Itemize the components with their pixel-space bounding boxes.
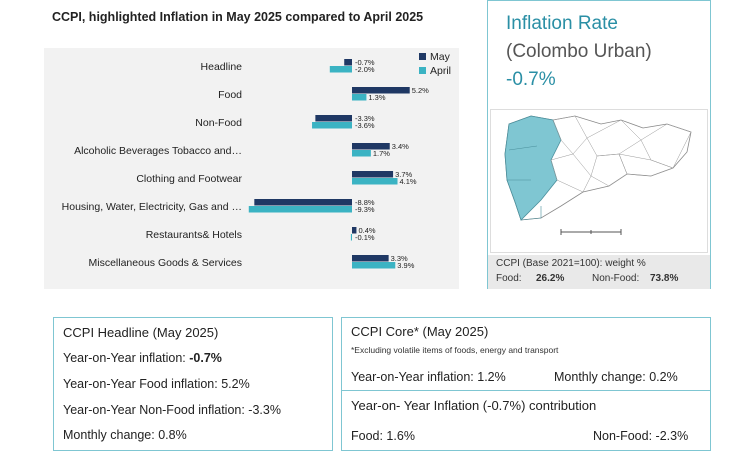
bar-april — [352, 150, 371, 157]
weight-food-label: Food: — [496, 273, 522, 284]
inflation-rate-subtitle: (Colombo Urban) — [506, 41, 652, 62]
data-label: -0.7% — [355, 58, 375, 67]
headline-nonfood-line: Year-on-Year Non-Food inflation: -3.3% — [63, 403, 281, 417]
data-label: -9.3% — [355, 205, 375, 214]
data-label: 3.3% — [391, 254, 408, 263]
bar-may — [352, 171, 394, 178]
data-label: -8.8% — [355, 198, 375, 207]
data-label: 5.2% — [412, 86, 429, 95]
data-label: 0.4% — [358, 226, 375, 235]
weight-title: CCPI (Base 2021=100): weight % — [496, 258, 646, 269]
inflation-rate-panel: Inflation Rate (Colombo Urban) -0.7% CCP… — [487, 0, 711, 289]
category-label: Restaurants& Hotels — [146, 229, 242, 241]
category-label: Food — [218, 89, 242, 101]
bar-may — [254, 199, 352, 206]
core-yoy-line: Year-on-Year inflation: 1.2% — [351, 370, 506, 384]
headline-monthly-line: Monthly change: 0.8% — [63, 428, 187, 442]
contribution-food-line: Food: 1.6% — [351, 429, 415, 443]
bar-april — [352, 262, 396, 269]
contribution-title: Year-on- Year Inflation (-0.7%) contribu… — [351, 398, 597, 413]
core-title: CCPI Core* (May 2025) — [351, 324, 489, 339]
data-label: 3.9% — [397, 261, 414, 270]
bar-may — [315, 115, 352, 122]
headline-food-line: Year-on-Year Food inflation: 5.2% — [63, 377, 250, 391]
category-label: Non-Food — [195, 117, 242, 129]
bar-april — [312, 122, 352, 129]
bar-may — [352, 227, 357, 234]
data-label: -0.1% — [355, 233, 375, 242]
bar-may — [352, 143, 390, 150]
bar-chart: Headline -0.7%-2.0% Food 5.2% 1.3% Non-Food -3… — [62, 51, 451, 270]
chart-panel: Headline -0.7% -2.0% Food 5.2% 1.3% Non-Food -3… — [44, 48, 459, 289]
category-label: Headline — [201, 61, 243, 73]
legend-label-may: May — [430, 51, 451, 63]
data-label: 1.7% — [373, 149, 390, 158]
core-monthly-line: Monthly change: 0.2% — [554, 370, 678, 384]
contribution-box: Year-on- Year Inflation (-0.7%) contribu… — [341, 390, 711, 451]
weight-food-value: 26.2% — [536, 273, 565, 284]
legend-swatch-may — [419, 53, 426, 60]
ccpi-core-box: CCPI Core* (May 2025) *Excluding volatil… — [341, 317, 711, 391]
data-label: 3.4% — [392, 142, 409, 151]
inflation-rate-title: Inflation Rate — [506, 13, 618, 34]
data-label: 1.3% — [368, 93, 385, 102]
bar-april — [352, 178, 398, 185]
core-note: *Excluding volatile items of foods, ener… — [351, 345, 559, 355]
bar-may — [352, 87, 410, 94]
chart-title: CCPI, highlighted Inflation in May 2025 … — [52, 10, 424, 24]
headline-yoy-label: Year-on-Year inflation: — [63, 351, 190, 365]
data-label: -2.0% — [355, 65, 375, 74]
headline-yoy-value: -0.7% — [189, 351, 222, 365]
category-label: Housing, Water, Electricity, Gas and … — [62, 201, 242, 213]
weight-nonfood-value: 73.8% — [650, 273, 679, 284]
data-label: 4.1% — [400, 177, 417, 186]
bar-april — [329, 66, 352, 73]
bar-april — [248, 206, 352, 213]
data-label: 3.7% — [395, 170, 412, 179]
category-label: Clothing and Footwear — [136, 173, 242, 185]
bar-may — [344, 59, 352, 66]
contribution-nonfood-line: Non-Food: -2.3% — [593, 429, 689, 443]
ccpi-headline-box: CCPI Headline (May 2025) Year-on-Year in… — [53, 317, 333, 451]
legend-swatch-april — [419, 67, 426, 74]
data-label: -3.6% — [355, 121, 375, 130]
headline-yoy-line: Year-on-Year inflation: -0.7% — [63, 351, 222, 365]
legend-label-april: April — [430, 65, 451, 77]
category-label: Alcoholic Beverages Tobacco and… — [74, 145, 242, 157]
weight-strip: CCPI (Base 2021=100): weight % Food: 26.… — [488, 255, 710, 289]
sri-lanka-map-icon — [490, 109, 708, 253]
weight-nonfood-label: Non-Food: — [592, 273, 640, 284]
headline-title: CCPI Headline (May 2025) — [63, 325, 219, 340]
inflation-rate-value: -0.7% — [506, 69, 556, 90]
bar-may — [352, 255, 389, 262]
category-label: Miscellaneous Goods & Services — [89, 257, 243, 269]
data-label: -3.3% — [355, 114, 375, 123]
bar-april — [350, 234, 352, 241]
bar-april — [352, 94, 367, 101]
